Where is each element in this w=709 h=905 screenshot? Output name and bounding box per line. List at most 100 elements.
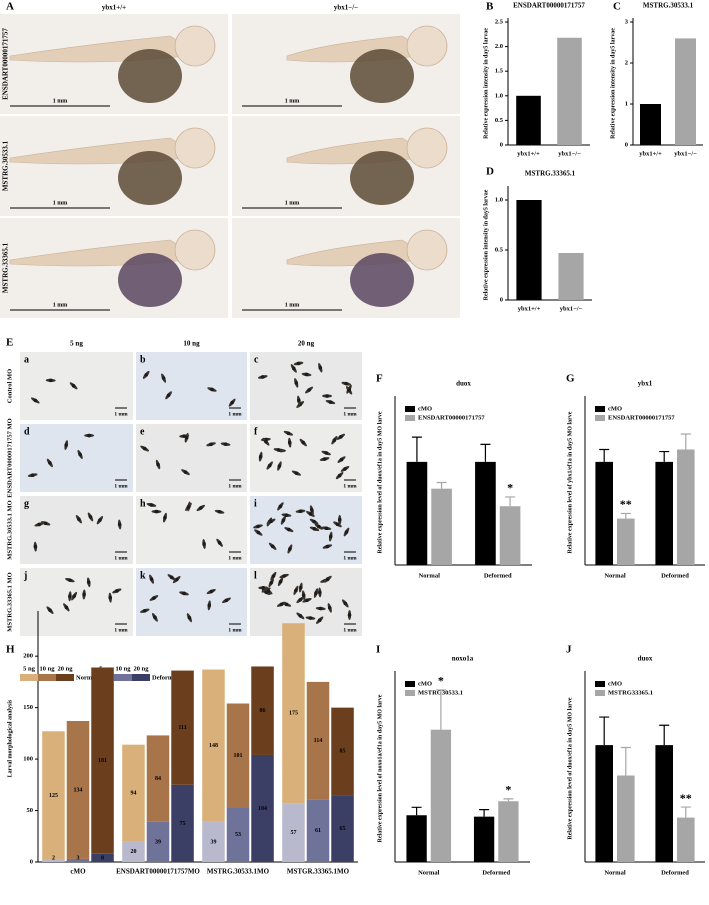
x-tick-label: MSTGR.33365.1MO	[287, 868, 350, 876]
larva-head	[224, 598, 229, 603]
significance: *	[438, 674, 444, 688]
panel-letter: D	[486, 166, 494, 178]
photo	[0, 14, 228, 114]
larva-head	[294, 471, 299, 475]
larva-head	[335, 522, 340, 527]
y-tick-label: 2.0	[495, 43, 503, 50]
photo-bg	[250, 352, 362, 420]
larva-head	[347, 388, 351, 393]
larva-head	[142, 446, 147, 451]
y-tick-label: 0.5	[495, 117, 504, 124]
scale-label: 1 mm	[228, 483, 242, 489]
bar-segment	[91, 853, 114, 862]
x-tick-label: Deformed	[484, 572, 512, 579]
bar-segment	[282, 803, 305, 862]
larva-head	[284, 513, 289, 517]
photo-letter: i	[254, 498, 257, 509]
larva-head	[277, 464, 282, 468]
data-label: 75	[180, 821, 186, 827]
legend-swatch	[405, 415, 415, 421]
x-tick-label: ybx1+/+	[639, 150, 662, 157]
larva-head	[149, 577, 154, 581]
bar-segment	[146, 735, 170, 822]
larva-head	[314, 591, 318, 595]
scale-label: 1 mm	[343, 627, 357, 633]
larva-head	[278, 504, 283, 509]
y-tick-label: 1.5	[495, 68, 504, 75]
larva-head	[33, 544, 38, 549]
bar-segment	[122, 744, 145, 842]
bar-segment	[282, 623, 305, 804]
larva-head	[174, 229, 216, 271]
bar	[595, 461, 613, 565]
column-label: ybx1+/+	[102, 4, 126, 12]
larva-head	[87, 433, 91, 438]
photo: a 1 mm	[20, 352, 133, 420]
larva-yolk	[118, 49, 182, 103]
larva-head	[108, 595, 113, 600]
data-label: 65	[340, 826, 346, 832]
data-label: 101	[234, 753, 243, 759]
photo: d 1 mm	[20, 424, 133, 492]
y-tick-label: 1	[625, 100, 628, 107]
bar	[430, 729, 452, 862]
y-tick-label: 0.5	[495, 246, 504, 253]
larva-yolk	[118, 151, 182, 205]
photo-bg	[20, 568, 133, 636]
larva-head	[153, 615, 157, 620]
panel-letter: H	[6, 644, 15, 656]
scale-label: 1 mm	[285, 98, 300, 104]
x-tick-label: MSTRG.30533.1MO	[207, 868, 270, 876]
larva-head	[310, 508, 314, 512]
larva-head	[288, 547, 292, 551]
larva-head	[318, 365, 323, 370]
larva-head	[322, 457, 327, 461]
x-tick-label: ybx1−/−	[558, 150, 581, 157]
legend-swatch	[56, 674, 74, 681]
legend-label: ENSDART00000171757	[418, 414, 485, 421]
y-tick-label: 50	[27, 807, 34, 814]
larva-head	[406, 25, 448, 67]
data-label: 104	[258, 806, 267, 812]
larva-head	[163, 515, 167, 520]
larva-head	[269, 580, 274, 585]
photo-letter: k	[140, 570, 146, 581]
photo-bg	[136, 424, 247, 492]
row-label: ENSDART00000171757	[2, 28, 10, 100]
legend-label: Deformed	[152, 674, 180, 681]
error-bar	[480, 443, 491, 462]
significance: **	[680, 791, 692, 805]
scale-label: 1 mm	[228, 411, 242, 417]
x-tick-label: Normal	[604, 869, 625, 876]
error-bar	[620, 746, 631, 776]
larva-head	[344, 530, 349, 534]
panel-letter: C	[613, 1, 621, 13]
larva-head	[117, 522, 122, 527]
scale-label: 1 mm	[343, 483, 357, 489]
larva-head	[184, 435, 189, 440]
larva-head	[324, 526, 329, 531]
y-tick-label: 1.0	[495, 92, 503, 99]
larva-head	[198, 506, 203, 510]
larva-head	[256, 524, 260, 529]
larva-head	[68, 578, 72, 582]
bar	[406, 815, 427, 862]
larva-head	[187, 615, 192, 620]
column-label: ybx1−/−	[334, 4, 358, 12]
legend-swatch	[595, 681, 605, 687]
scale-label: 1 mm	[53, 200, 68, 206]
bar	[677, 449, 695, 565]
larva-head	[296, 361, 301, 366]
larva-head	[78, 452, 82, 457]
row-label: Control MO	[6, 369, 13, 403]
bar	[431, 488, 452, 565]
panel-letter: I	[376, 644, 380, 656]
photo-bg	[20, 496, 133, 564]
chart-title: duox	[638, 655, 653, 663]
larva-head	[210, 387, 214, 392]
bar	[640, 104, 661, 145]
column-label: 5 ng	[70, 340, 83, 348]
larva-head	[115, 589, 119, 593]
chart-title: ybx1	[638, 380, 653, 388]
bar-segment	[171, 784, 194, 862]
